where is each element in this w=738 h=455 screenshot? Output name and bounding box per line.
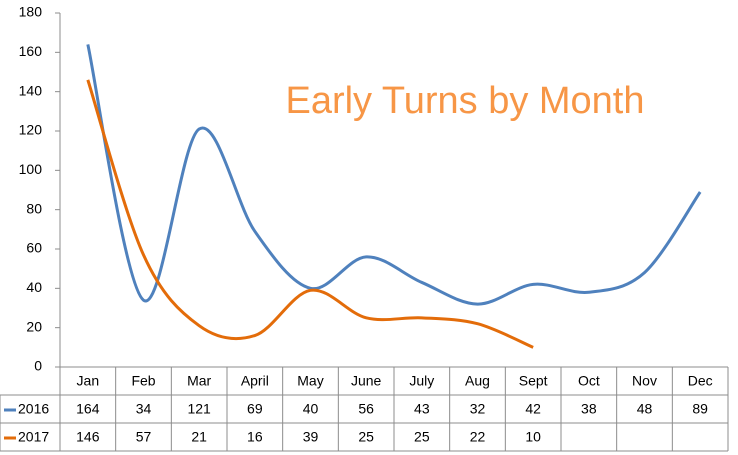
table-value: 69: [247, 401, 263, 417]
table-value: 42: [525, 401, 541, 417]
table-value: 57: [136, 429, 152, 445]
table-value: 21: [191, 429, 207, 445]
table-value: 32: [470, 401, 486, 417]
x-tick-label: May: [297, 373, 323, 389]
y-tick-label: 180: [19, 4, 43, 20]
y-tick-label: 160: [19, 43, 43, 59]
table-value: 38: [581, 401, 597, 417]
y-tick-label: 100: [19, 161, 43, 177]
table-value: 56: [358, 401, 374, 417]
table-value: 39: [303, 429, 319, 445]
table-value: 43: [414, 401, 430, 417]
table-value: 40: [303, 401, 319, 417]
x-tick-label: Mar: [187, 373, 211, 389]
y-tick-label: 20: [26, 318, 42, 334]
x-tick-label: July: [409, 373, 434, 389]
x-tick-label: June: [351, 373, 382, 389]
x-tick-label: Jan: [77, 373, 100, 389]
x-tick-label: Oct: [578, 373, 600, 389]
x-tick-label: Sept: [519, 373, 548, 389]
table-value: 22: [470, 429, 486, 445]
table-value: 25: [414, 429, 430, 445]
x-tick-label: Feb: [131, 373, 155, 389]
y-tick-label: 60: [26, 240, 42, 256]
y-tick-label: 0: [34, 358, 42, 374]
series-line: [86, 79, 534, 349]
chart-title: Early Turns by Month: [285, 80, 644, 122]
table-value: 16: [247, 429, 263, 445]
x-tick-label: Nov: [632, 373, 657, 389]
table-value: 10: [525, 429, 541, 445]
y-tick-label: 140: [19, 82, 43, 98]
table-value: 89: [692, 401, 708, 417]
table-value: 121: [187, 401, 211, 417]
legend-label: 2017: [18, 429, 49, 445]
table-value: 48: [637, 401, 653, 417]
series-line: [86, 44, 702, 306]
table-value: 164: [76, 401, 100, 417]
x-tick-label: Aug: [465, 373, 490, 389]
y-tick-label: 80: [26, 200, 42, 216]
table-value: 34: [136, 401, 152, 417]
x-tick-label: April: [241, 373, 269, 389]
y-tick-label: 40: [26, 279, 42, 295]
table-value: 25: [358, 429, 374, 445]
y-tick-label: 120: [19, 122, 43, 138]
x-tick-label: Dec: [688, 373, 713, 389]
table-value: 146: [76, 429, 100, 445]
legend-label: 2016: [18, 401, 49, 417]
